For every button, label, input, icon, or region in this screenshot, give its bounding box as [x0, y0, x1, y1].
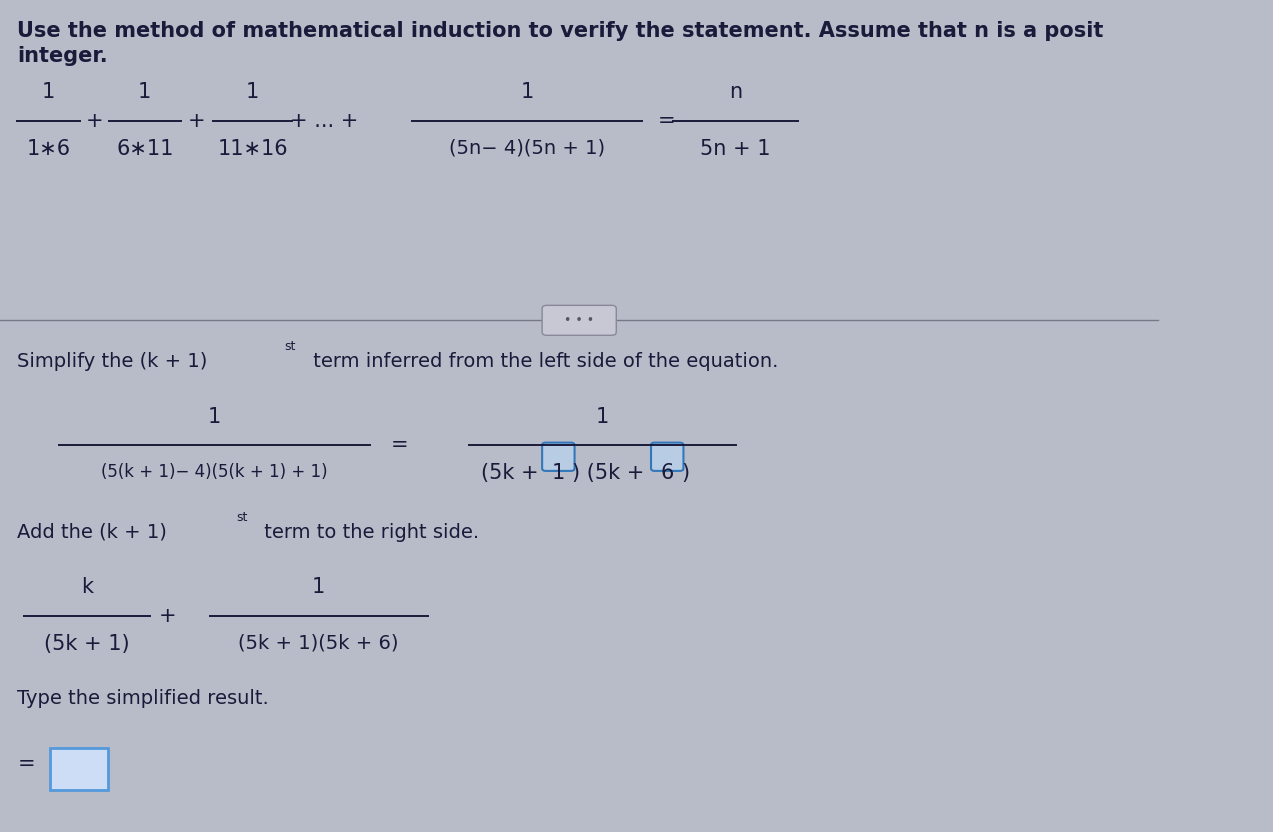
Text: +: + [159, 606, 177, 626]
Text: 1: 1 [521, 82, 533, 102]
Text: 6: 6 [661, 463, 673, 483]
Text: 1: 1 [42, 82, 55, 102]
Text: st: st [237, 511, 248, 524]
Text: (5k +: (5k + [481, 463, 545, 483]
Text: n: n [729, 82, 742, 102]
Text: 1: 1 [596, 407, 608, 427]
Text: (5k + 1): (5k + 1) [45, 634, 130, 654]
Text: Add the (k + 1): Add the (k + 1) [18, 523, 167, 542]
Text: 6∗11: 6∗11 [116, 139, 173, 159]
Text: ) (5k +: ) (5k + [573, 463, 652, 483]
Text: Use the method of mathematical induction to verify the statement. Assume that n : Use the method of mathematical induction… [18, 21, 1104, 41]
Text: integer.: integer. [18, 46, 108, 66]
Text: term inferred from the left side of the equation.: term inferred from the left side of the … [307, 353, 778, 371]
Text: 1: 1 [207, 407, 222, 427]
Text: 1∗6: 1∗6 [27, 139, 71, 159]
Text: 1: 1 [139, 82, 151, 102]
FancyBboxPatch shape [542, 305, 616, 335]
Text: • • •: • • • [564, 314, 594, 327]
Text: 5n + 1: 5n + 1 [700, 139, 771, 159]
Text: 1: 1 [246, 82, 260, 102]
Text: 1: 1 [312, 577, 325, 597]
FancyBboxPatch shape [651, 443, 684, 471]
Text: (5n− 4)(5n + 1): (5n− 4)(5n + 1) [449, 139, 605, 158]
Text: term to the right side.: term to the right side. [258, 523, 480, 542]
Text: k: k [81, 577, 93, 597]
Text: =: = [18, 754, 34, 774]
FancyBboxPatch shape [50, 748, 108, 790]
Text: 11∗16: 11∗16 [218, 139, 288, 159]
Text: =: = [657, 111, 675, 131]
Text: =: = [391, 435, 409, 455]
FancyBboxPatch shape [542, 443, 574, 471]
Text: st: st [284, 340, 295, 354]
Text: Type the simplified result.: Type the simplified result. [18, 690, 269, 708]
Text: 1: 1 [551, 463, 565, 483]
Text: (5k + 1)(5k + 6): (5k + 1)(5k + 6) [238, 634, 398, 653]
Text: ): ) [681, 463, 689, 483]
Text: +: + [87, 111, 104, 131]
Text: Simplify the (k + 1): Simplify the (k + 1) [18, 353, 207, 371]
Text: (5(k + 1)− 4)(5(k + 1) + 1): (5(k + 1)− 4)(5(k + 1) + 1) [101, 463, 327, 482]
Text: + ... +: + ... + [290, 111, 359, 131]
Text: +: + [188, 111, 206, 131]
